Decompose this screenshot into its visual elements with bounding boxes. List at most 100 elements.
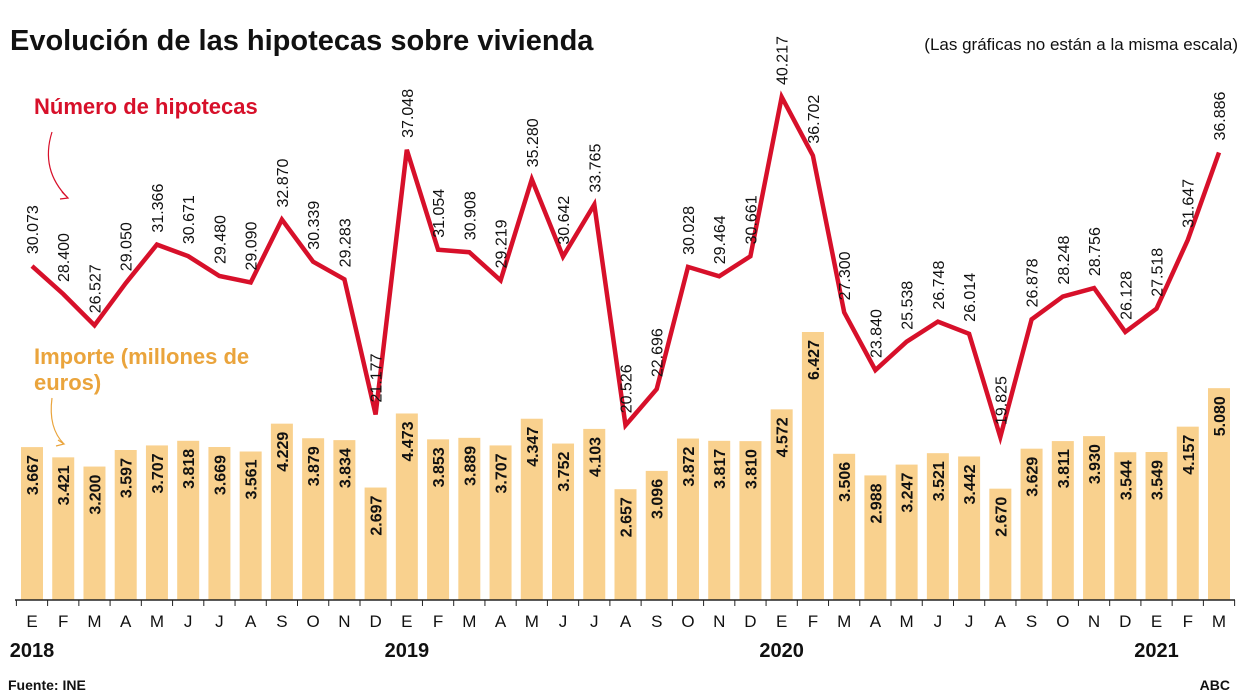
bar	[708, 440, 731, 600]
bar	[239, 451, 262, 600]
x-tick-label: M	[525, 612, 539, 631]
bar	[926, 453, 949, 600]
year-label: 2019	[385, 640, 430, 662]
bar-value-label: 4.347	[525, 427, 542, 467]
line-value-label: 26.014	[962, 273, 979, 322]
bar	[489, 445, 512, 600]
x-tick-label: J	[590, 612, 599, 631]
chart-title: Evolución de las hipotecas sobre viviend…	[10, 25, 594, 57]
line-value-label: 29.283	[337, 218, 354, 267]
legend-arrow-head	[55, 439, 66, 447]
x-tick-label: M	[150, 612, 164, 631]
bar-value-label: 4.103	[587, 437, 604, 477]
line-value-label: 28.400	[56, 233, 73, 282]
bar	[83, 466, 106, 600]
line-value-label: 37.048	[400, 89, 417, 138]
x-tick-label: D	[1119, 612, 1131, 631]
x-tick-label: S	[276, 612, 287, 631]
line-value-label: 30.908	[462, 191, 479, 240]
bar	[864, 475, 887, 600]
bar-value-label: 3.930	[1087, 444, 1104, 484]
bar	[958, 456, 981, 600]
bar	[395, 413, 418, 600]
line-value-label: 30.671	[181, 195, 198, 244]
line-value-label: 40.217	[775, 36, 792, 85]
bar-value-label: 3.521	[931, 461, 948, 501]
bar-value-label: 3.544	[1118, 460, 1135, 500]
bar	[1083, 436, 1106, 600]
line-value-label: 26.128	[1118, 271, 1135, 320]
bar-value-label: 3.561	[244, 459, 261, 499]
line-value-label: 36.702	[806, 95, 823, 144]
x-tick-label: A	[495, 612, 507, 631]
x-tick-label: F	[433, 612, 443, 631]
bar-value-label: 3.879	[306, 446, 323, 486]
x-tick-label: J	[559, 612, 568, 631]
line-value-label: 30.028	[681, 206, 698, 255]
x-tick-label: E	[776, 612, 787, 631]
bar-value-label: 3.442	[962, 464, 979, 504]
line-value-label: 23.840	[868, 309, 885, 358]
line-value-label: 29.050	[119, 222, 136, 271]
bar-value-label: 6.427	[806, 340, 823, 380]
x-tick-label: A	[120, 612, 132, 631]
bar-value-label: 3.834	[337, 448, 354, 488]
x-tick-label: S	[1026, 612, 1037, 631]
line-value-label: 33.765	[587, 144, 604, 193]
source: Fuente: INE	[8, 677, 86, 693]
bar	[177, 440, 200, 600]
bar-value-label: 2.697	[369, 495, 386, 535]
chart-note: (Las gráficas no están a la misma escala…	[924, 35, 1238, 54]
x-tick-label: J	[215, 612, 224, 631]
bar	[583, 428, 606, 600]
x-tick-label: N	[338, 612, 350, 631]
bar-value-label: 3.707	[494, 453, 511, 493]
bar	[333, 440, 356, 600]
bars: 3.667 3.421 3.200 3.597 3.707 3.818 3.669 3.561…	[21, 332, 1230, 600]
bar	[1145, 452, 1168, 600]
bar	[614, 489, 637, 600]
bar-value-label: 3.811	[1056, 449, 1073, 488]
line-value-label: 27.518	[1150, 248, 1167, 297]
x-tick-label: M	[900, 612, 914, 631]
bar-value-label: 4.229	[275, 432, 292, 472]
x-tick-label: O	[1056, 612, 1069, 631]
bar-value-label: 3.872	[681, 446, 698, 486]
bar-value-label: 5.080	[1212, 396, 1229, 436]
legend-arrow	[50, 397, 65, 445]
line-value-label: 30.642	[556, 196, 573, 245]
bar	[552, 443, 575, 600]
line-value-label: 19.825	[993, 376, 1010, 425]
bar	[364, 487, 387, 600]
bar	[21, 447, 43, 600]
line-value-label: 30.661	[743, 195, 760, 244]
bar	[770, 409, 793, 600]
line-value-label: 26.527	[87, 264, 104, 313]
bar-value-label: 3.549	[1150, 460, 1167, 500]
bar	[739, 441, 762, 600]
x-tick-label: F	[1183, 612, 1193, 631]
x-tick-label: M	[462, 612, 476, 631]
x-tick-label: D	[744, 612, 756, 631]
bar-value-label: 3.889	[462, 446, 479, 486]
bar-value-label: 3.506	[837, 462, 854, 502]
line-value-label: 30.073	[25, 205, 42, 254]
x-tick-label: M	[1212, 612, 1226, 631]
x-tick-label: J	[965, 612, 974, 631]
line-value-label: 29.090	[244, 221, 261, 270]
bar	[302, 438, 325, 600]
bar-value-label: 2.670	[993, 497, 1010, 537]
bar-value-label: 3.667	[25, 455, 42, 495]
year-label: 2020	[759, 640, 804, 662]
x-tick-label: F	[808, 612, 818, 631]
legend-arrow	[47, 131, 69, 199]
bar-value-label: 3.096	[650, 479, 667, 519]
bar	[458, 437, 481, 600]
bar-value-label: 3.597	[119, 458, 136, 498]
bar	[801, 332, 824, 600]
x-tick-label: D	[369, 612, 381, 631]
bar-value-label: 3.200	[87, 474, 104, 514]
legend-line: Número de hipotecas	[34, 94, 258, 119]
